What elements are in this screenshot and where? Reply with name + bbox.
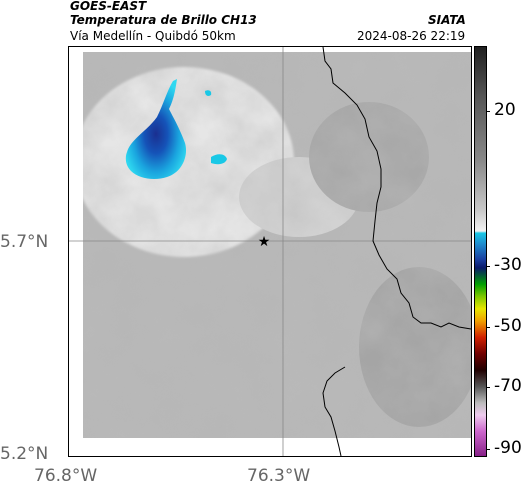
boundary-line [322, 366, 346, 456]
colorbar-label: -70 [494, 376, 522, 396]
lat-tick-label: 5.2°N [0, 444, 49, 464]
star-marker[interactable]: ★ [258, 234, 271, 250]
satellite-map[interactable]: ★ [68, 46, 472, 457]
lat-tick-label: 5.7°N [0, 232, 49, 252]
colorbar-label: -90 [494, 438, 522, 458]
agency-label: SIATA [428, 13, 466, 27]
lon-tick-label: 76.3°W [247, 466, 311, 486]
temperature-colorbar [474, 46, 487, 457]
map-canvas: ★ [69, 47, 471, 456]
colorbar-label: 20 [494, 100, 516, 120]
cloud-texture [83, 52, 471, 438]
colorbar-tick [486, 327, 490, 328]
product-title: Temperatura de Brillo CH13 [70, 13, 257, 27]
cold-cloud-fragment [211, 154, 227, 165]
cold-cloud-cluster [125, 79, 187, 179]
colorbar-tick [486, 387, 490, 388]
colorbar-label: -50 [494, 316, 522, 336]
satellite-name: GOES-EAST [70, 0, 147, 13]
datetime-label: 2024-08-26 22:19 [357, 29, 466, 43]
cold-cloud-fragment [205, 90, 212, 96]
lon-tick-label: 76.8°W [34, 466, 98, 486]
colorbar-tick [486, 111, 490, 112]
colorbar-tick [486, 449, 490, 450]
route-label: Vía Medellín - Quibdó 50km [70, 29, 236, 43]
boundary-line [322, 47, 471, 330]
colorbar-label: -30 [494, 255, 522, 275]
colorbar-tick [486, 266, 490, 267]
